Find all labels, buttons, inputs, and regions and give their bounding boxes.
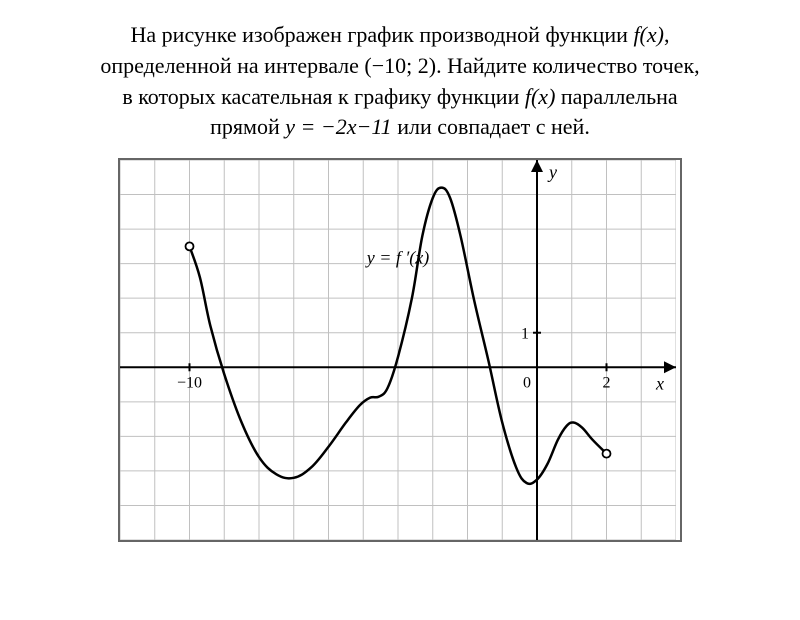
chart-container: −10 0 2 1 x y y = f ′(x) bbox=[118, 158, 682, 542]
svg-text:1: 1 bbox=[521, 326, 529, 343]
svg-text:x: x bbox=[655, 373, 664, 393]
text: в которых касательная к графику функции bbox=[122, 84, 525, 109]
derivative-chart: −10 0 2 1 x y y = f ′(x) bbox=[120, 160, 676, 540]
svg-text:y: y bbox=[547, 162, 557, 182]
text: , bbox=[664, 22, 670, 47]
fx-italic: f(x) bbox=[525, 84, 556, 109]
text: параллельна bbox=[555, 84, 677, 109]
svg-text:−10: −10 bbox=[177, 374, 202, 391]
fx-italic: f(x) bbox=[633, 22, 664, 47]
text: прямой bbox=[210, 114, 285, 139]
svg-text:0: 0 bbox=[523, 374, 531, 391]
text: определенной на интервале (−10; 2). Найд… bbox=[100, 53, 699, 78]
svg-text:2: 2 bbox=[603, 374, 611, 391]
text: На рисунке изображен график производной … bbox=[131, 22, 634, 47]
text: или совпадает с ней. bbox=[392, 114, 590, 139]
svg-text:y = f ′(x): y = f ′(x) bbox=[365, 248, 430, 269]
eq-italic: y = −2x−11 bbox=[285, 114, 391, 139]
problem-statement: На рисунке изображен график производной … bbox=[50, 20, 750, 143]
